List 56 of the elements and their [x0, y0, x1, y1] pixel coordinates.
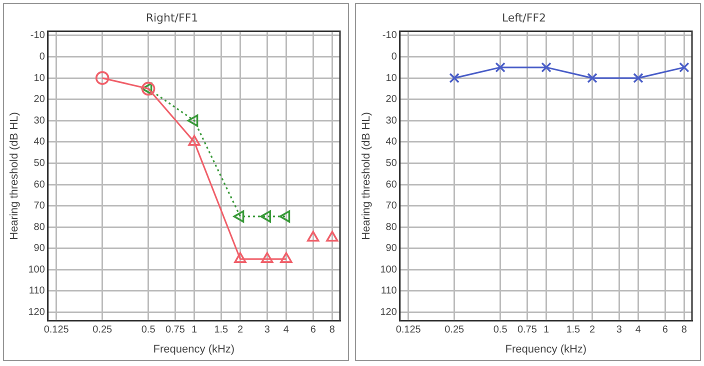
- y-tick-label: 100: [380, 264, 398, 276]
- y-tick-label: 110: [380, 286, 398, 297]
- y-tick-label: 100: [28, 264, 46, 276]
- y-tick-label: 90: [386, 243, 398, 254]
- y-tick-label: 20: [34, 94, 46, 106]
- y-tick-label: 10: [34, 72, 46, 84]
- x-tick-label: 8: [329, 324, 336, 336]
- chart-title: Left/FF2: [502, 11, 546, 24]
- y-tick-label: -10: [382, 30, 398, 42]
- y-axis-title: Hearing threshold (dB HL): [8, 112, 21, 240]
- x-tick-label: 0.125: [396, 324, 422, 336]
- y-axis-title: Hearing threshold (dB HL): [360, 112, 373, 240]
- y-tick-label: 20: [386, 94, 398, 106]
- y-tick-label: 30: [386, 115, 398, 126]
- x-tick-label: 2: [237, 324, 244, 336]
- x-tick-label: 3: [616, 324, 622, 336]
- x-tick-label: 1.5: [566, 324, 581, 336]
- y-tick-label: 60: [34, 179, 46, 190]
- y-tick-label: 40: [34, 136, 46, 148]
- x-tick-label: 0.75: [165, 324, 186, 336]
- x-tick-label: 0.125: [44, 324, 70, 336]
- y-tick-label: 110: [28, 286, 46, 297]
- x-tick-label: 0.25: [92, 324, 112, 336]
- y-tick-label: 120: [380, 307, 398, 318]
- x-tick-label: 3: [264, 324, 270, 336]
- x-tick-label: 6: [310, 324, 316, 336]
- x-tick-label: 1: [191, 324, 198, 336]
- x-tick-label: 8: [681, 324, 688, 336]
- y-tick-label: 60: [386, 179, 398, 190]
- x-tick-label: 4: [635, 324, 642, 336]
- x-tick-label: 2: [589, 324, 596, 336]
- y-tick-label: 120: [28, 307, 46, 318]
- x-tick-label: 0.25: [444, 324, 464, 336]
- x-tick-label: 6: [662, 324, 668, 336]
- y-tick-label: 50: [34, 158, 46, 169]
- x-tick-label: 1.5: [214, 324, 229, 336]
- chart-title: Right/FF1: [146, 11, 198, 24]
- y-tick-label: 80: [34, 222, 46, 233]
- y-tick-label: 0: [391, 52, 398, 63]
- y-tick-label: -10: [30, 30, 46, 42]
- y-tick-label: 10: [386, 72, 398, 84]
- y-tick-label: 80: [386, 222, 398, 233]
- y-tick-label: 50: [386, 158, 398, 169]
- x-axis-title: Frequency (kHz): [153, 343, 235, 356]
- x-tick-label: 0.5: [493, 324, 508, 336]
- x-tick-label: 0.75: [517, 324, 538, 336]
- x-tick-label: 0.5: [141, 324, 156, 336]
- y-tick-label: 90: [34, 243, 46, 254]
- y-tick-label: 40: [386, 136, 398, 148]
- y-tick-label: 0: [39, 52, 46, 63]
- y-tick-label: 70: [34, 200, 46, 212]
- y-tick-label: 30: [34, 115, 46, 126]
- x-axis-title: Frequency (kHz): [505, 343, 587, 356]
- x-tick-label: 4: [283, 324, 290, 336]
- x-tick-label: 1: [543, 324, 550, 336]
- y-tick-label: 70: [386, 200, 398, 212]
